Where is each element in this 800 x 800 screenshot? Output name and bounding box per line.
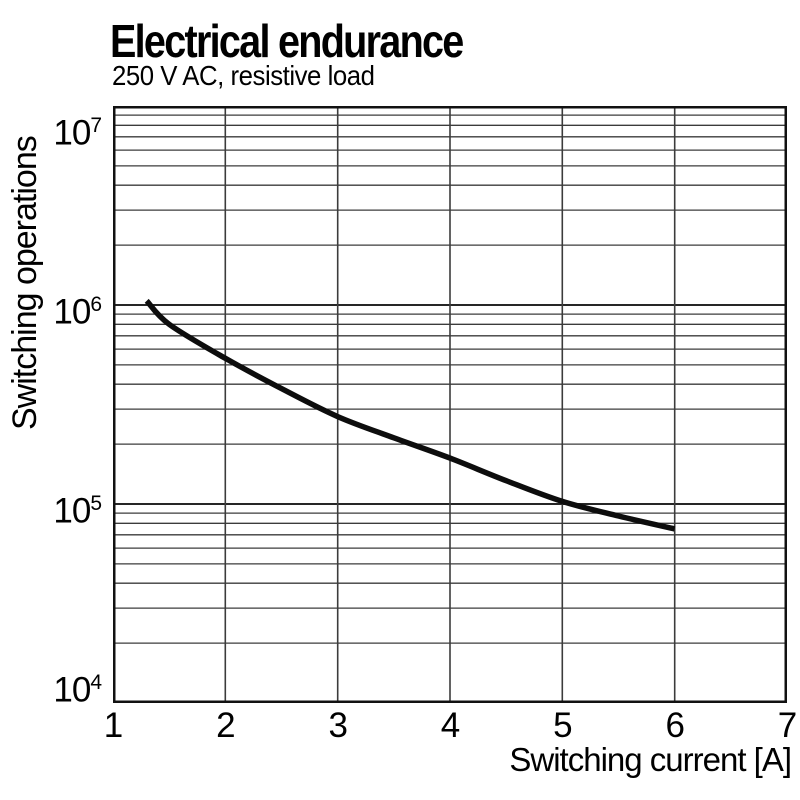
x-tick-label: 6 [665,706,684,745]
y-tick-label: 104 [53,662,102,712]
plot-border [113,106,787,703]
y-tick-base: 10 [53,491,91,531]
y-tick-label: 106 [53,284,102,334]
y-tick-exponent: 5 [90,492,102,515]
x-tick-label: 4 [440,706,460,745]
x-tick-label: 2 [216,706,235,745]
x-axis-label: Switching current [A] [509,741,792,778]
y-tick-label: 105 [53,483,102,533]
y-tick-exponent: 6 [90,293,102,316]
x-tick-label: 7 [777,706,797,745]
x-tick-label: 5 [553,706,572,745]
x-tick-label: 1 [103,706,123,745]
y-tick-base: 10 [53,670,91,710]
y-tick-base: 10 [53,113,91,153]
chart-subtitle: 250 V AC, resistive load [112,60,375,91]
plot-area [113,106,787,703]
x-tick-labels: 1 2 3 4 5 6 7 [104,704,797,748]
y-tick-base: 10 [53,292,91,332]
endurance-curve [144,298,676,532]
y-tick-exponent: 7 [90,114,102,137]
x-tick-label: 3 [328,706,347,745]
plot-svg [113,106,787,703]
y-tick-labels: 107 106 105 104 [0,105,102,710]
y-tick-label: 107 [53,105,102,155]
y-tick-exponent: 4 [90,671,102,694]
chart-title: Electrical endurance [110,15,464,67]
